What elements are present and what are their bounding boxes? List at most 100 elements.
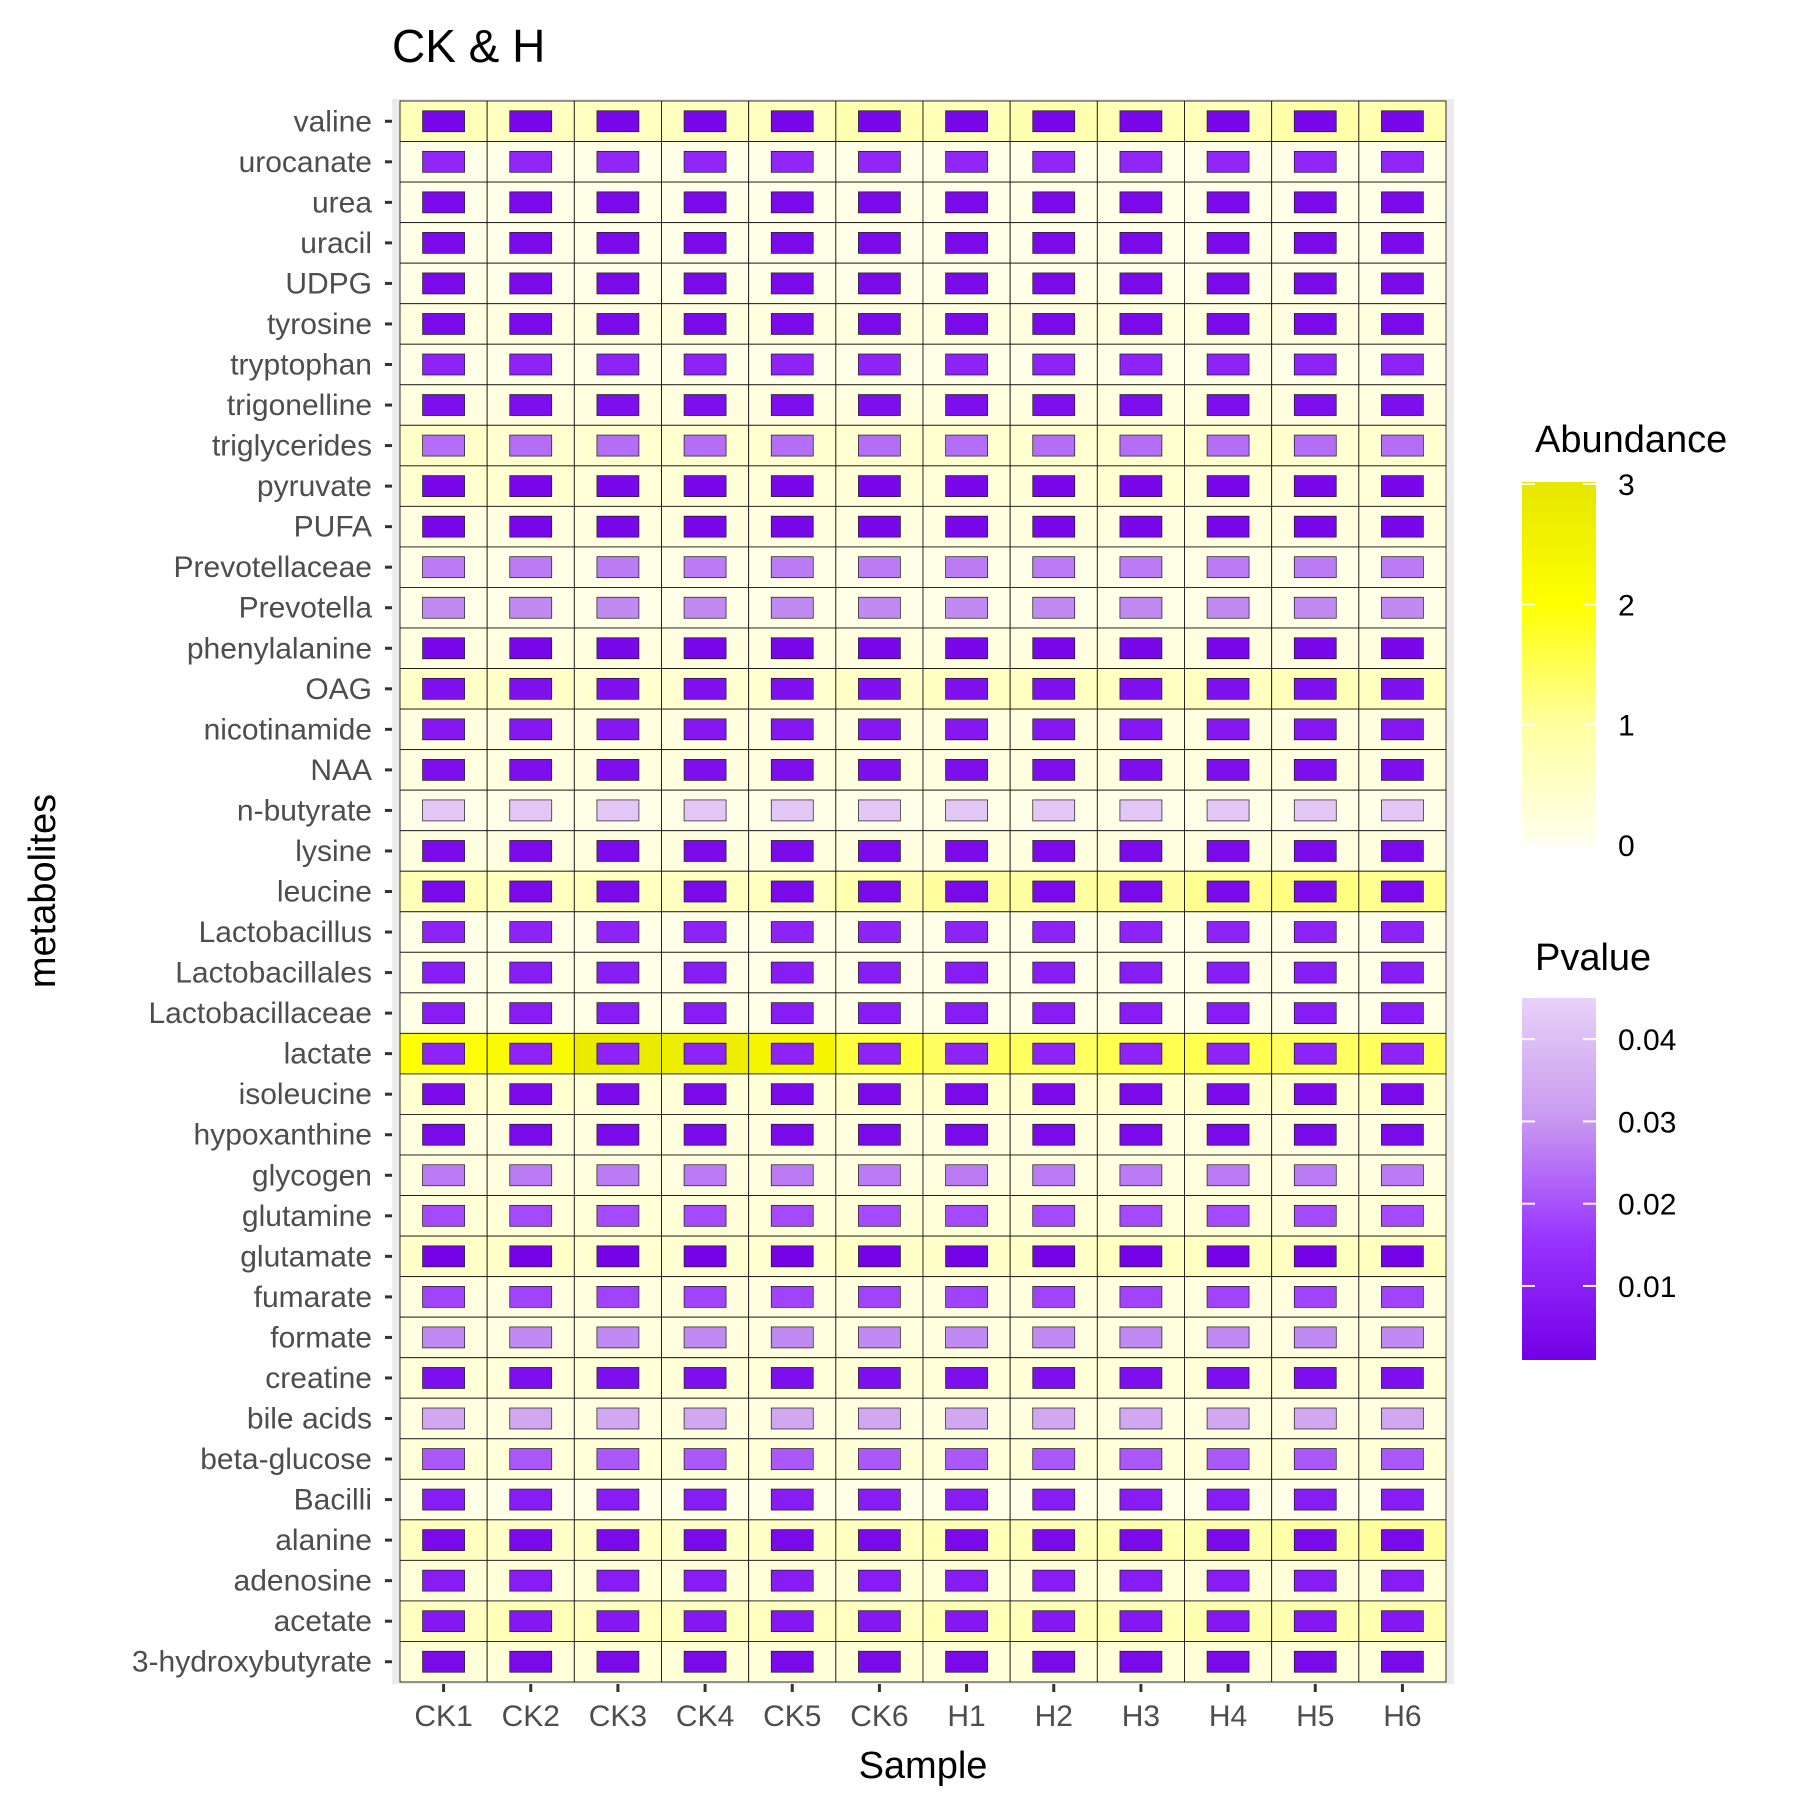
pvalue-marker <box>509 353 553 376</box>
pvalue-marker <box>858 880 901 903</box>
pvalue-marker <box>1032 677 1076 700</box>
pvalue-marker <box>1119 394 1163 416</box>
pvalue-marker <box>1032 1083 1076 1106</box>
pvalue-marker <box>858 110 901 133</box>
pvalue-marker <box>770 1123 814 1146</box>
pvalue-marker <box>945 637 988 660</box>
pvalue-marker <box>770 475 814 497</box>
pvalue-marker <box>596 556 640 579</box>
pvalue-marker <box>1032 1367 1076 1389</box>
pvalue-marker <box>770 840 814 862</box>
pvalue-marker <box>509 475 553 497</box>
x-axis: CK1 CK2 CK3 CK4 CK5 CK6 H1 H2 H3 H4 H5 H6 <box>414 1684 1422 1733</box>
pvalue-marker <box>858 232 901 254</box>
pvalue-marker <box>858 1002 901 1024</box>
pvalue-marker <box>1032 637 1076 660</box>
pvalue-marker <box>770 677 814 700</box>
pvalue-marker <box>1381 759 1424 781</box>
pvalue-marker <box>1032 1002 1076 1024</box>
pvalue-marker <box>945 1610 988 1633</box>
y-tick-label: pyruvate <box>257 470 372 503</box>
y-tick-label: NAA <box>310 754 372 787</box>
pvalue-marker <box>509 961 553 984</box>
y-tick-label: tryptophan <box>230 349 372 382</box>
pvalue-marker <box>683 1002 727 1024</box>
pvalue-marker <box>1293 961 1337 984</box>
pvalue-marker <box>1381 272 1424 295</box>
pvalue-marker <box>1206 150 1250 173</box>
pvalue-marker <box>683 515 727 538</box>
pvalue-marker <box>945 1326 988 1349</box>
pvalue-marker <box>1381 1164 1424 1187</box>
pvalue-marker <box>422 1488 465 1511</box>
y-tick-label: phenylalanine <box>187 632 372 665</box>
pvalue-marker <box>945 150 988 173</box>
y-tick-label: acetate <box>274 1605 372 1638</box>
pvalue-marker <box>683 921 727 943</box>
pvalue-marker <box>1381 1286 1424 1308</box>
pvalue-marker <box>1119 840 1163 862</box>
pvalue-marker <box>858 596 901 619</box>
pvalue-marker <box>422 1326 465 1349</box>
x-tick-label: CK3 <box>589 1700 647 1733</box>
pvalue-marker <box>770 1083 814 1106</box>
pvalue-marker <box>858 1164 901 1187</box>
pvalue-marker <box>945 1245 988 1268</box>
pvalue-marker <box>770 596 814 619</box>
pvalue-marker <box>1381 475 1424 497</box>
pvalue-marker <box>509 1650 553 1673</box>
pvalue-marker <box>1206 232 1250 254</box>
pvalue-marker <box>1293 1123 1337 1146</box>
pvalue-marker <box>683 475 727 497</box>
pvalue-marker <box>770 556 814 579</box>
pvalue-marker <box>683 272 727 295</box>
pvalue-marker <box>1119 1002 1163 1024</box>
pvalue-marker <box>1293 353 1337 376</box>
pvalue-marker <box>945 1002 988 1024</box>
pvalue-marker <box>858 961 901 984</box>
pvalue-marker <box>683 1569 727 1592</box>
pvalue-marker <box>1206 1042 1250 1065</box>
pvalue-marker <box>1119 718 1163 741</box>
legend-pvalue: Pvalue 0.01 0.02 0.03 0.04 <box>1522 937 1676 1360</box>
pvalue-marker <box>1206 272 1250 295</box>
pvalue-marker <box>770 1245 814 1268</box>
pvalue-marker <box>683 1164 727 1187</box>
pvalue-marker <box>1206 313 1250 335</box>
pvalue-marker <box>683 637 727 660</box>
legend-label: 0.02 <box>1618 1189 1676 1222</box>
pvalue-marker <box>770 1650 814 1673</box>
pvalue-marker <box>422 880 465 903</box>
pvalue-marker <box>596 1123 640 1146</box>
heatmap-cell <box>1358 1357 1447 1399</box>
pvalue-marker <box>945 1123 988 1146</box>
pvalue-marker <box>1381 961 1424 984</box>
pvalue-marker <box>509 759 553 781</box>
pvalue-marker <box>1032 1204 1076 1227</box>
pvalue-marker <box>1032 313 1076 335</box>
heatmap-cell <box>1271 1519 1360 1561</box>
pvalue-marker <box>1206 799 1250 822</box>
y-tick-label: Prevotellaceae <box>174 551 372 584</box>
pvalue-marker <box>1032 434 1076 457</box>
y-tick-label: trigonelline <box>227 389 372 422</box>
pvalue-marker <box>945 556 988 579</box>
y-tick-label: formate <box>270 1321 372 1354</box>
pvalue-marker <box>596 1610 640 1633</box>
heatmap-cell <box>835 1559 924 1602</box>
pvalue-marker <box>1206 1083 1250 1106</box>
pvalue-marker <box>1206 191 1250 214</box>
pvalue-marker <box>509 1610 553 1633</box>
pvalue-marker <box>422 313 465 335</box>
pvalue-marker <box>1119 1245 1163 1268</box>
pvalue-marker <box>770 1367 814 1389</box>
pvalue-marker <box>422 110 465 133</box>
y-axis: valine urocanate urea uracil UDPG tyrosine try… <box>132 105 392 1679</box>
pvalue-marker <box>858 637 901 660</box>
pvalue-marker <box>422 1407 465 1430</box>
pvalue-marker <box>1032 1407 1076 1430</box>
pvalue-marker <box>683 1286 727 1308</box>
pvalue-marker <box>858 1529 901 1551</box>
y-tick-label: Bacilli <box>294 1484 372 1517</box>
